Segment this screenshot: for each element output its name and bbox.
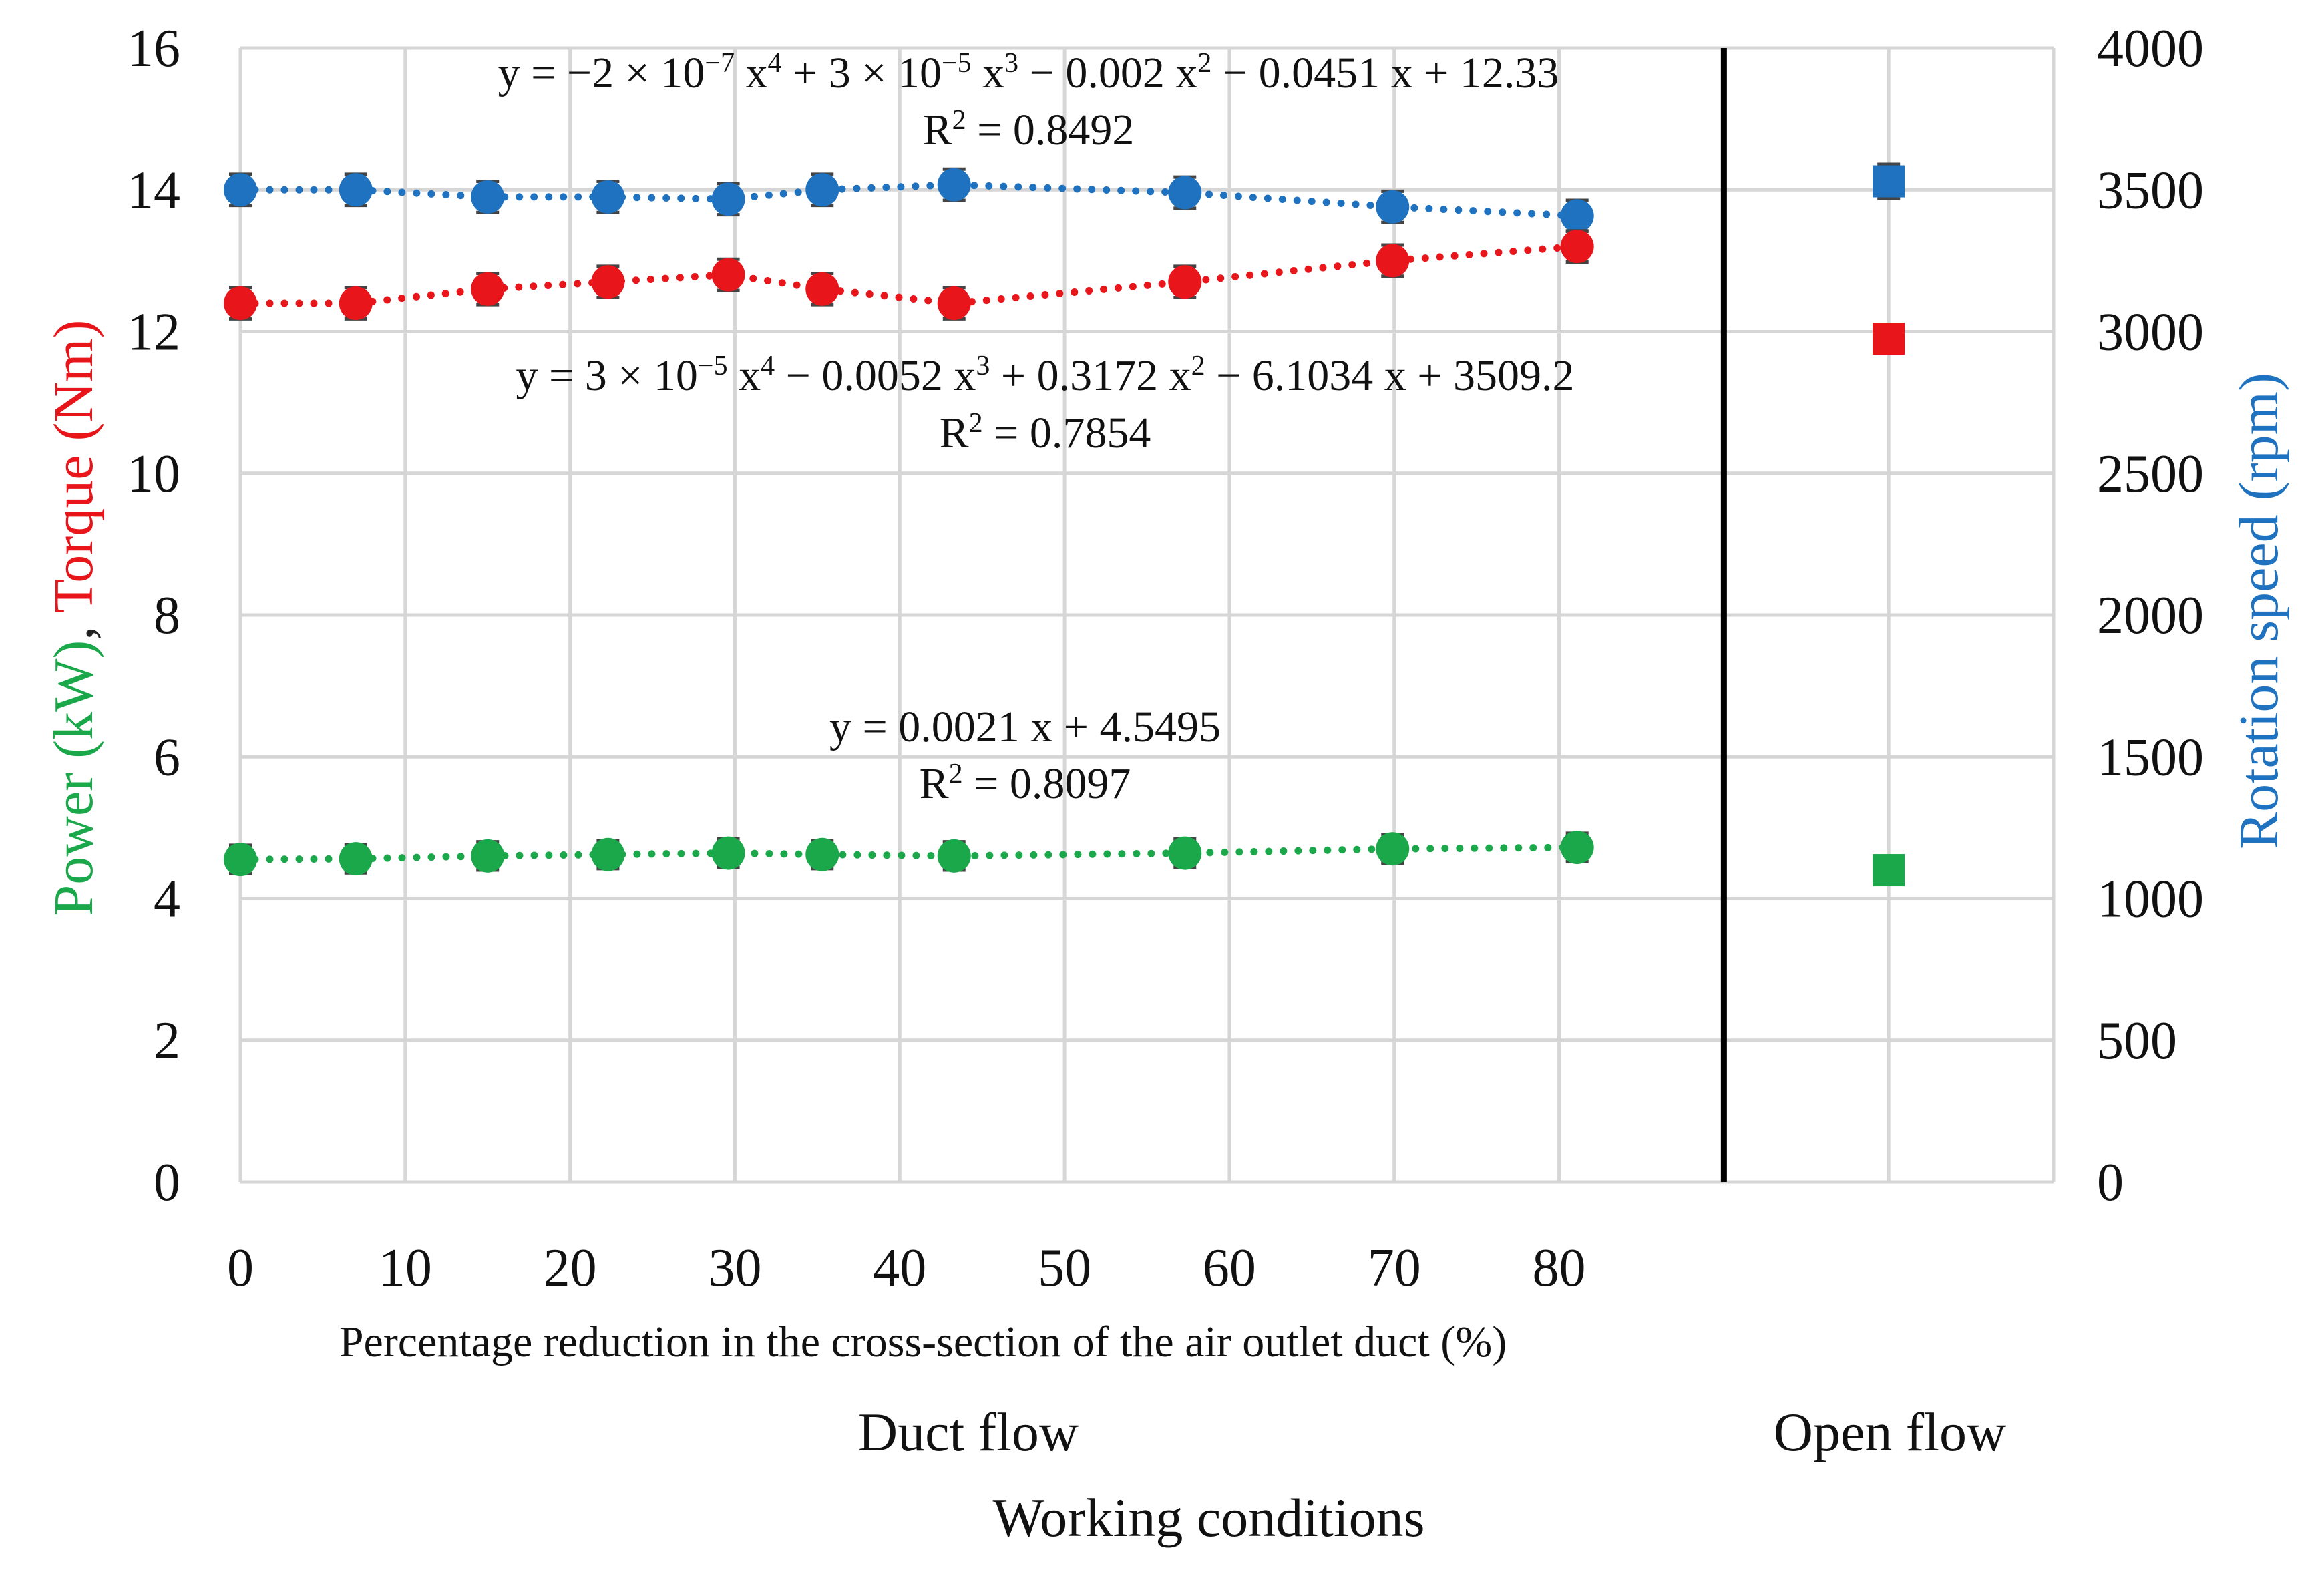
data-point (937, 286, 971, 321)
series-power-kw (224, 831, 1905, 887)
data-point (224, 173, 257, 207)
group-label-duct-flow: Duct flow (858, 1402, 1079, 1462)
data-point (1376, 244, 1410, 278)
data-point (471, 272, 505, 306)
data-point (224, 286, 257, 321)
series-torque-nm (224, 229, 1905, 355)
y-right-tick-label: 500 (2097, 1012, 2177, 1070)
data-point (339, 842, 373, 876)
y-left-tick-label: 14 (127, 161, 180, 220)
open-flow-point (1873, 854, 1905, 887)
fit-equation-rotation-speed: y = −2 × 10−7 x4 + 3 × 10−5 x3 − 0.002 x… (498, 48, 1559, 97)
data-point (937, 839, 971, 873)
gridlines (238, 46, 2056, 1184)
y-right-tick-label: 2000 (2097, 586, 2204, 645)
y-right-tick-label: 1000 (2097, 870, 2204, 929)
data-point (1560, 230, 1594, 264)
data-point (591, 837, 625, 871)
group-label-open-flow: Open flow (1774, 1402, 2006, 1462)
data-point (937, 168, 971, 202)
trendline (236, 242, 1581, 307)
bottom-title-working-conditions: Working conditions (992, 1487, 1424, 1548)
y-left-tick-label: 12 (127, 303, 180, 362)
y-left-tick-label: 10 (127, 445, 180, 504)
y-left-tick-label: 16 (127, 19, 180, 78)
data-point (1168, 176, 1202, 210)
data-point (805, 837, 839, 871)
data-point (805, 272, 839, 306)
series-rotation-speed-rpm (224, 162, 1905, 234)
x-tick-label: 0 (227, 1239, 254, 1298)
x-tick-label: 40 (873, 1239, 926, 1298)
fit-equation-power: y = 0.0021 x + 4.5495 (829, 703, 1221, 751)
data-point (1376, 190, 1410, 224)
x-tick-label: 30 (708, 1239, 761, 1298)
data-point (1560, 199, 1594, 233)
x-tick-label: 60 (1203, 1239, 1256, 1298)
open-flow-point (1873, 165, 1905, 198)
data-point (805, 173, 839, 207)
y-left-tick-label: 6 (154, 728, 180, 787)
data-point (1376, 832, 1410, 866)
data-point (339, 173, 373, 207)
data-point (591, 265, 625, 299)
x-tick-label: 80 (1533, 1239, 1586, 1298)
x-axis-title: Percentage reduction in the cross-sectio… (339, 1318, 1507, 1366)
data-point (1168, 265, 1202, 299)
tick-labels: 0246810121416050010001500200025003000350… (127, 19, 2204, 1298)
x-tick-label: 50 (1038, 1239, 1091, 1298)
data-point (1168, 836, 1202, 870)
series-layer (224, 162, 1905, 887)
r2-torque: R2 = 0.7854 (940, 408, 1151, 457)
open-flow-point (1873, 323, 1905, 355)
y-right-tick-label: 3500 (2097, 161, 2204, 220)
data-point (471, 180, 505, 214)
y-left-tick-label: 4 (154, 870, 180, 929)
y-right-tick-label: 2500 (2097, 445, 2204, 504)
y-left-tick-label: 2 (154, 1012, 180, 1070)
r2-rotation-speed: R2 = 0.8492 (923, 105, 1135, 154)
data-point (591, 180, 625, 214)
x-tick-label: 70 (1368, 1239, 1421, 1298)
y-right-tick-label: 4000 (2097, 19, 2204, 78)
y-right-tick-label: 0 (2097, 1153, 2124, 1212)
data-point (224, 843, 257, 877)
data-point (711, 258, 745, 292)
y-right-axis-title: Rotation speed (rpm) (2228, 373, 2290, 849)
y-right-tick-label: 1500 (2097, 728, 2204, 787)
data-point (1560, 831, 1594, 865)
fit-equation-torque: y = 3 × 10−5 x4 − 0.0052 x3 + 0.3172 x2 … (516, 351, 1574, 400)
y-left-tick-label: 0 (154, 1153, 180, 1212)
data-point (471, 839, 505, 873)
data-point (711, 836, 745, 870)
data-point (711, 182, 745, 216)
data-point (339, 286, 373, 321)
y-left-tick-label: 8 (154, 586, 180, 645)
r2-power: R2 = 0.8097 (920, 759, 1131, 808)
y-left-axis-title: Power (kW), Torque (Nm) (43, 319, 105, 916)
x-tick-label: 10 (379, 1239, 432, 1298)
y-right-tick-label: 3000 (2097, 303, 2204, 362)
x-tick-label: 20 (544, 1239, 597, 1298)
